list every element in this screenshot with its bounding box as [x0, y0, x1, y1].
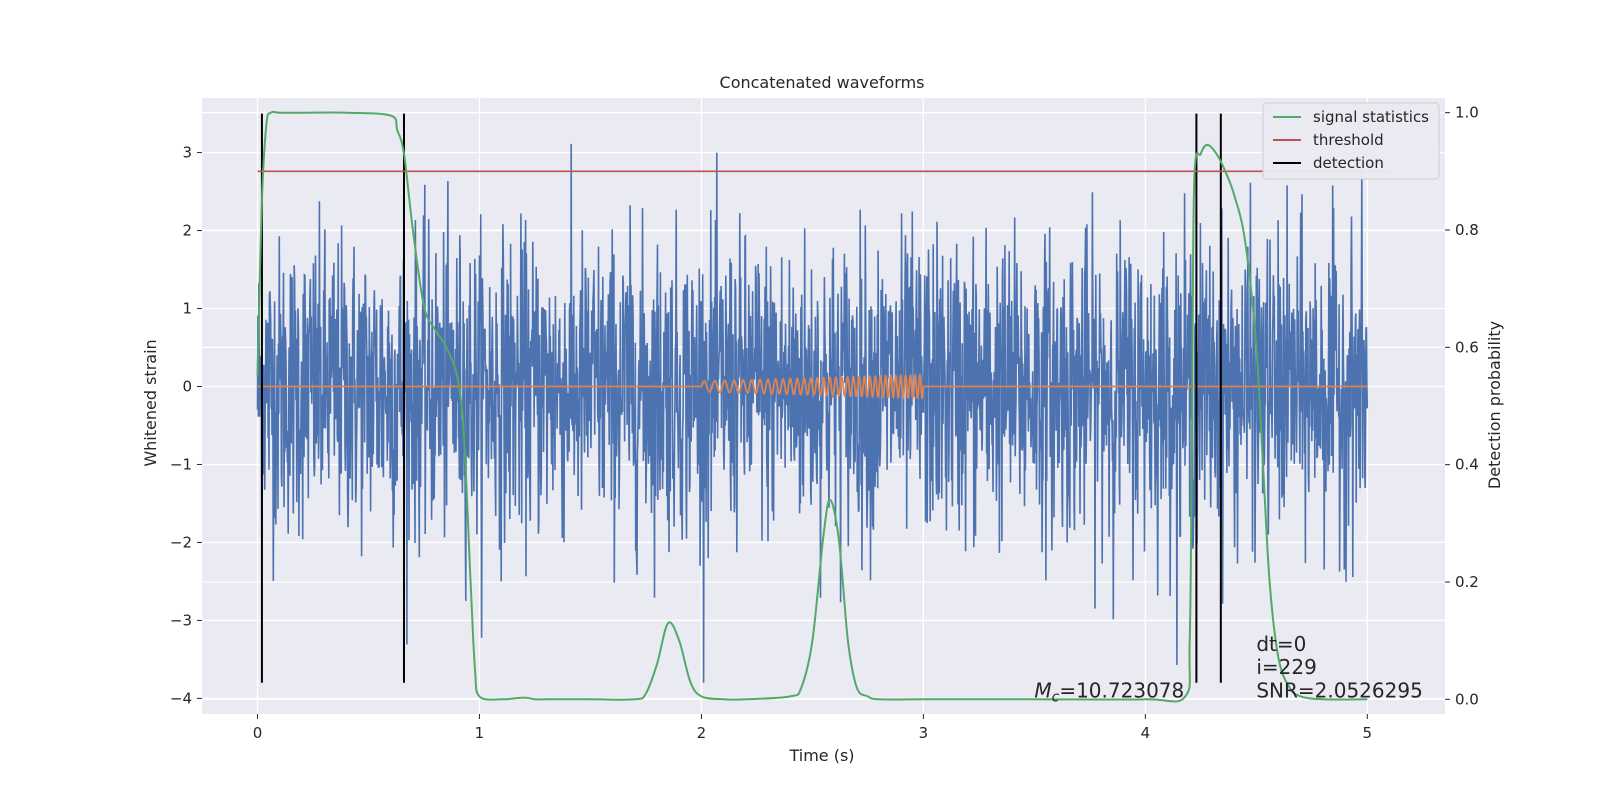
legend-label: signal statistics [1313, 108, 1429, 126]
y2-tick-label: 1.0 [1455, 104, 1479, 122]
strain-series [256, 143, 1369, 683]
annotation-text: i=229 [1256, 655, 1317, 679]
strain-line [256, 143, 1369, 683]
x-tick-label: 0 [253, 724, 263, 742]
legend-label: detection [1313, 154, 1384, 172]
y2-tick-label: 0.2 [1455, 573, 1479, 591]
y-tick-label: −1 [170, 455, 192, 473]
y2-tick-label: 0.6 [1455, 338, 1479, 356]
annotation-mc-subscript: c [1052, 690, 1060, 706]
x-tick-label: 3 [919, 724, 929, 742]
annotation-text: Mc=10.723078 [1034, 679, 1184, 706]
y-axis-left: −4 −3 −2 −1 0 1 2 3 [170, 144, 202, 707]
annotation-text: dt=0 [1256, 632, 1306, 656]
y-tick-label: −2 [170, 533, 192, 551]
y-tick-label: 2 [182, 222, 192, 240]
y-axis-label: Whitened strain [141, 339, 160, 466]
legend: signal statistics threshold detection [1262, 102, 1440, 180]
signal-statistics-series [256, 110, 1368, 703]
legend-label: threshold [1313, 131, 1384, 149]
x-axis: 0 1 2 3 4 5 [253, 714, 1372, 742]
x-axis-label: Time (s) [788, 746, 854, 765]
y-axis-right: 0.0 0.2 0.4 0.6 0.8 1.0 [1445, 104, 1479, 708]
y-tick-label: 1 [182, 300, 192, 318]
injection-series [257, 372, 1368, 401]
signal-statistics-line [256, 110, 1368, 703]
y2-tick-label: 0.4 [1455, 456, 1479, 474]
y2-tick-label: 0.0 [1455, 690, 1479, 708]
x-tick-label: 1 [475, 724, 485, 742]
y-tick-label: −3 [170, 611, 192, 629]
detection-lines [260, 113, 1222, 683]
annotation-text: SNR=2.0526295 [1256, 679, 1422, 703]
y2-tick-label: 0.8 [1455, 221, 1479, 239]
legend-box [1262, 102, 1440, 180]
y2-axis-label: Detection probability [1485, 321, 1504, 489]
y-tick-label: −4 [170, 689, 192, 707]
annotation-mc-value: =10.723078 [1059, 679, 1184, 703]
injection-line [257, 372, 1368, 401]
chart-title: Concatenated waveforms [720, 73, 925, 92]
x-tick-label: 5 [1363, 724, 1373, 742]
y-tick-label: 0 [182, 378, 192, 396]
x-tick-label: 2 [697, 724, 707, 742]
annotation-mc-symbol: M [1034, 679, 1051, 703]
y-tick-label: 3 [182, 144, 192, 162]
x-tick-label: 4 [1141, 724, 1151, 742]
